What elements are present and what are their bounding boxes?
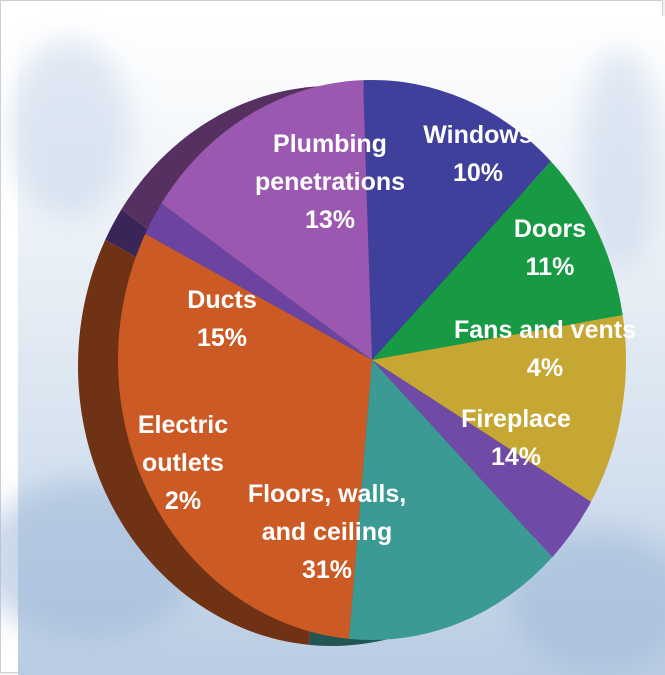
slice-name-label-0: Plumbing <box>273 130 387 158</box>
pie-slice-ducts <box>161 80 372 361</box>
slice-value-label-5: 31% <box>302 556 352 584</box>
slice-name-label-4: Fireplace <box>461 405 571 433</box>
slice-name-label-5: and ceiling <box>262 518 393 546</box>
slice-name-label-2: Doors <box>514 215 586 243</box>
pie-slice-fireplace <box>348 360 553 640</box>
pie-slice-windows <box>372 161 623 360</box>
slice-value-label-4: 14% <box>491 443 541 471</box>
slice-name-label-1: Windows <box>423 121 533 149</box>
slice-name-label-7: Ducts <box>187 286 256 314</box>
slice-name-label-6: outlets <box>142 449 224 477</box>
pie-slice-plumbing-penetrations <box>363 80 551 360</box>
pie-slice-floors-walls-and-ceiling <box>118 233 373 639</box>
pie-slice-doors <box>372 315 626 502</box>
slice-name-label-0: penetrations <box>255 168 405 196</box>
slice-name-label-6: Electric <box>138 411 228 439</box>
slice-value-label-7: 15% <box>197 324 247 352</box>
smoke-decoration <box>0 40 665 670</box>
slice-name-label-5: Floors, walls, <box>248 480 406 508</box>
slice-value-label-0: 13% <box>305 206 355 234</box>
slice-value-label-2: 11% <box>526 253 575 281</box>
slice-name-label-3: Fans and vents <box>454 316 636 344</box>
pie-slice-fans-and-vents <box>372 360 592 558</box>
pie-slice-electric-outlets <box>145 203 372 360</box>
slice-value-label-6: 2% <box>165 487 201 515</box>
slice-value-label-3: 4% <box>527 354 563 382</box>
slice-value-label-1: 10% <box>453 159 503 187</box>
